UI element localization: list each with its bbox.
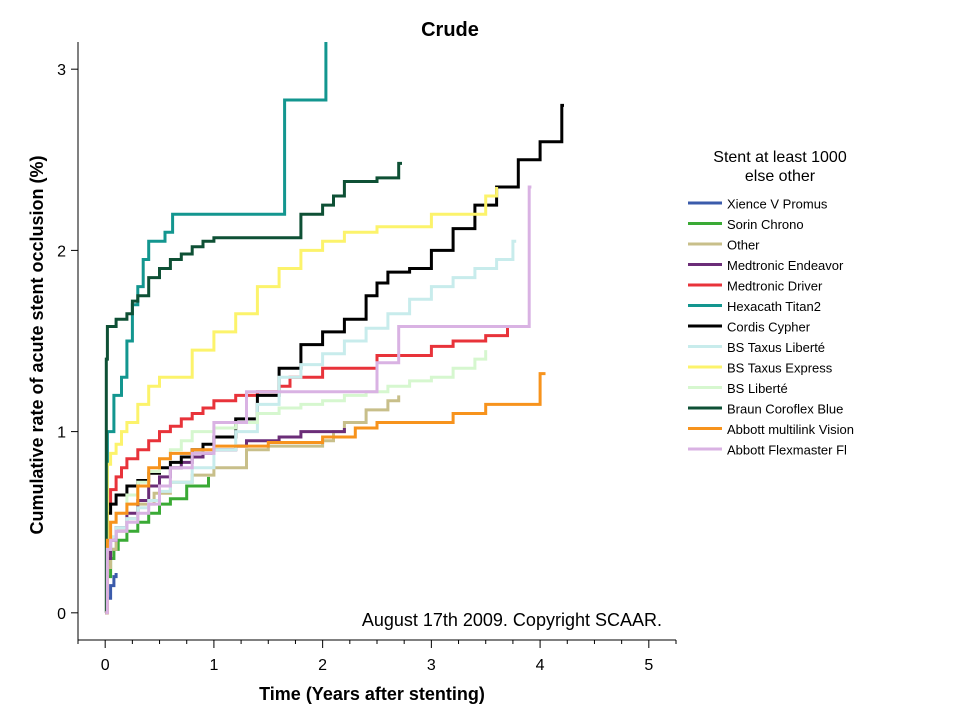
series-line-7 [105, 239, 517, 615]
y-ticks: 0 1 2 3 [57, 62, 78, 623]
legend-label: BS Taxus Express [727, 361, 833, 376]
copyright-annotation: August 17th 2009. Copyright SCAAR. [362, 610, 662, 630]
y-tick-label: 2 [57, 243, 66, 260]
legend-items: Xience V Promus Sorin Chrono Other Medtroni… [688, 197, 854, 458]
series-line-8 [105, 187, 499, 615]
legend-label: BS Taxus Liberté [727, 340, 825, 355]
series-line-10 [104, 161, 402, 615]
plot-area [104, 42, 564, 615]
y-tick-label: 3 [57, 62, 66, 79]
legend-label: Xience V Promus [727, 197, 828, 212]
legend-label: Medtronic Driver [727, 279, 823, 294]
x-tick-label: 0 [101, 657, 110, 674]
series-line-3 [105, 428, 346, 615]
x-tick-label: 5 [644, 657, 653, 674]
legend-label: Hexacath Titan2 [727, 299, 821, 314]
chart-title: Crude [421, 19, 479, 41]
series-line-6 [105, 103, 564, 615]
legend-label: Other [727, 238, 760, 253]
legend-label: Abbott Flexmaster Fl [727, 443, 847, 458]
x-tick-label: 4 [536, 657, 545, 674]
x-tick-label: 1 [209, 657, 218, 674]
x-tick-label: 3 [427, 657, 436, 674]
series-line-11 [105, 372, 546, 615]
legend-label: Braun Coroflex Blue [727, 402, 843, 417]
legend: Stent at least 1000 else other Xience V … [688, 149, 854, 458]
y-tick-label: 0 [57, 606, 66, 623]
series-line-12 [105, 185, 532, 615]
series-line-5 [105, 42, 328, 615]
legend-label: Sorin Chrono [727, 217, 804, 232]
legend-label: Medtronic Endeavor [727, 258, 844, 273]
series-line-4 [105, 326, 509, 615]
legend-title-line1: Stent at least 1000 [713, 149, 847, 166]
legend-label: Abbott multilink Vision [727, 422, 854, 437]
legend-title-line2: else other [745, 168, 816, 185]
legend-label: BS Liberté [727, 381, 788, 396]
y-tick-label: 1 [57, 425, 66, 442]
x-axis-label: Time (Years after stenting) [259, 684, 485, 704]
y-axis-label: Cumulative rate of acute stent occlusion… [27, 155, 47, 534]
series-line-1 [105, 476, 210, 615]
x-ticks: 0 1 2 3 4 5 [77, 640, 677, 674]
axes [77, 42, 676, 641]
legend-label: Cordis Cypher [727, 320, 811, 335]
series-line-9 [105, 350, 488, 615]
x-tick-label: 2 [318, 657, 327, 674]
